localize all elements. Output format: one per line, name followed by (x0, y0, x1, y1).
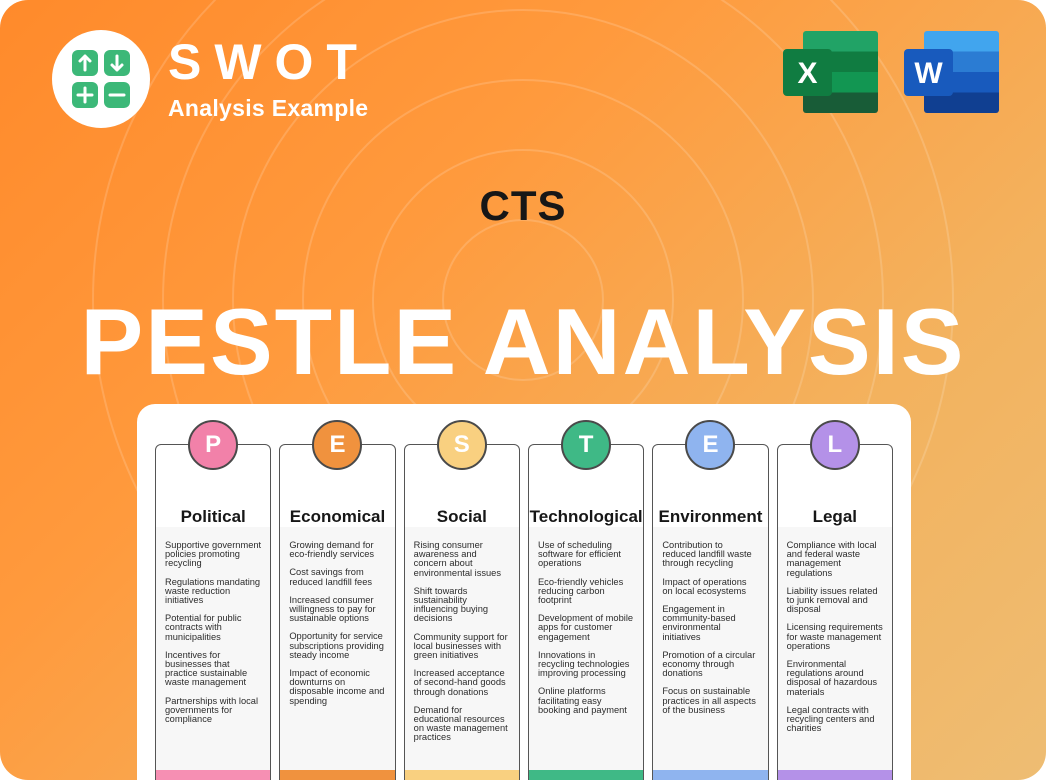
svg-text:W: W (914, 57, 943, 90)
svg-text:X: X (797, 57, 817, 90)
